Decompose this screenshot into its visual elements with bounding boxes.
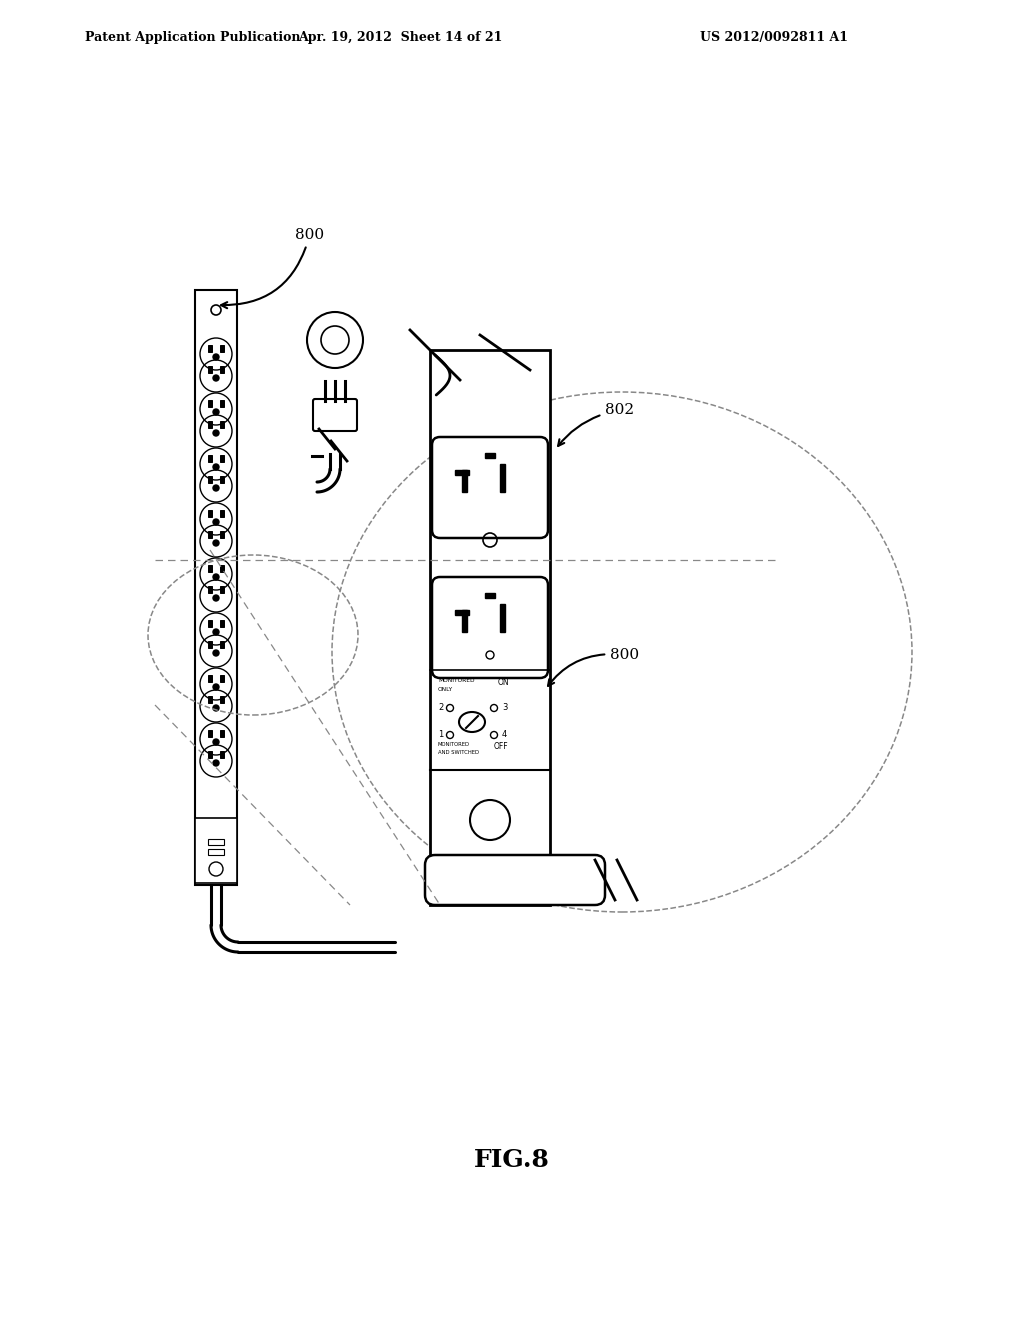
Text: MONITORED: MONITORED	[438, 678, 474, 682]
Bar	[208, 642, 212, 648]
Bar	[220, 565, 224, 572]
Text: 800: 800	[548, 648, 639, 686]
Bar	[208, 400, 212, 407]
Bar	[455, 470, 469, 475]
Bar	[220, 642, 224, 648]
Text: Patent Application Publication: Patent Application Publication	[85, 30, 300, 44]
FancyBboxPatch shape	[313, 399, 357, 432]
Bar	[220, 620, 224, 627]
Circle shape	[213, 649, 219, 656]
Bar	[220, 696, 224, 704]
Text: 802: 802	[558, 403, 634, 446]
Bar	[500, 465, 505, 492]
Bar	[485, 453, 495, 458]
Circle shape	[213, 540, 219, 546]
Text: 3: 3	[502, 704, 507, 711]
Bar	[220, 421, 224, 428]
Circle shape	[213, 630, 219, 635]
Circle shape	[213, 684, 219, 690]
Bar	[195, 290, 237, 884]
Text: 2: 2	[438, 704, 443, 711]
Text: ONLY: ONLY	[438, 686, 454, 692]
Bar	[220, 675, 224, 682]
Bar	[430, 350, 550, 906]
FancyBboxPatch shape	[432, 437, 548, 539]
Circle shape	[213, 595, 219, 601]
Text: US 2012/0092811 A1: US 2012/0092811 A1	[700, 30, 848, 44]
Circle shape	[213, 574, 219, 579]
Bar	[220, 586, 224, 593]
Circle shape	[213, 465, 219, 470]
Bar	[208, 675, 212, 682]
Circle shape	[213, 760, 219, 766]
Bar	[208, 455, 212, 462]
Bar	[208, 586, 212, 593]
FancyBboxPatch shape	[425, 855, 605, 906]
Text: AND SWITCHED: AND SWITCHED	[438, 750, 479, 755]
Text: OFF: OFF	[494, 742, 509, 751]
Bar	[208, 840, 224, 845]
Circle shape	[213, 375, 219, 381]
Circle shape	[213, 705, 219, 711]
Text: MONITORED: MONITORED	[438, 742, 470, 747]
Bar	[220, 751, 224, 758]
Text: FIG.8: FIG.8	[474, 1148, 550, 1172]
Bar	[208, 565, 212, 572]
Circle shape	[213, 409, 219, 414]
Bar	[220, 400, 224, 407]
Bar	[220, 345, 224, 352]
Bar	[455, 610, 469, 615]
Bar	[208, 849, 224, 855]
Bar	[500, 605, 505, 632]
Bar	[208, 510, 212, 517]
Bar	[208, 620, 212, 627]
FancyBboxPatch shape	[432, 577, 548, 678]
Bar	[220, 531, 224, 539]
Bar	[208, 345, 212, 352]
Bar	[208, 696, 212, 704]
Circle shape	[213, 484, 219, 491]
Circle shape	[213, 354, 219, 360]
Bar	[208, 730, 212, 737]
Bar	[462, 470, 467, 492]
Text: 4: 4	[502, 730, 507, 739]
Bar	[462, 610, 467, 632]
Circle shape	[213, 430, 219, 436]
Bar	[220, 730, 224, 737]
Bar	[208, 421, 212, 428]
Bar	[208, 366, 212, 374]
Text: 800: 800	[221, 228, 325, 309]
Bar	[220, 510, 224, 517]
Circle shape	[213, 739, 219, 744]
Bar	[195, 818, 237, 883]
Bar	[220, 455, 224, 462]
Bar	[220, 477, 224, 483]
Text: Apr. 19, 2012  Sheet 14 of 21: Apr. 19, 2012 Sheet 14 of 21	[298, 30, 502, 44]
Bar	[208, 751, 212, 758]
Bar	[485, 593, 495, 598]
Bar	[208, 531, 212, 539]
Bar	[208, 477, 212, 483]
Text: 1: 1	[438, 730, 443, 739]
Circle shape	[213, 519, 219, 525]
Text: ON: ON	[498, 678, 510, 686]
Bar	[220, 366, 224, 374]
